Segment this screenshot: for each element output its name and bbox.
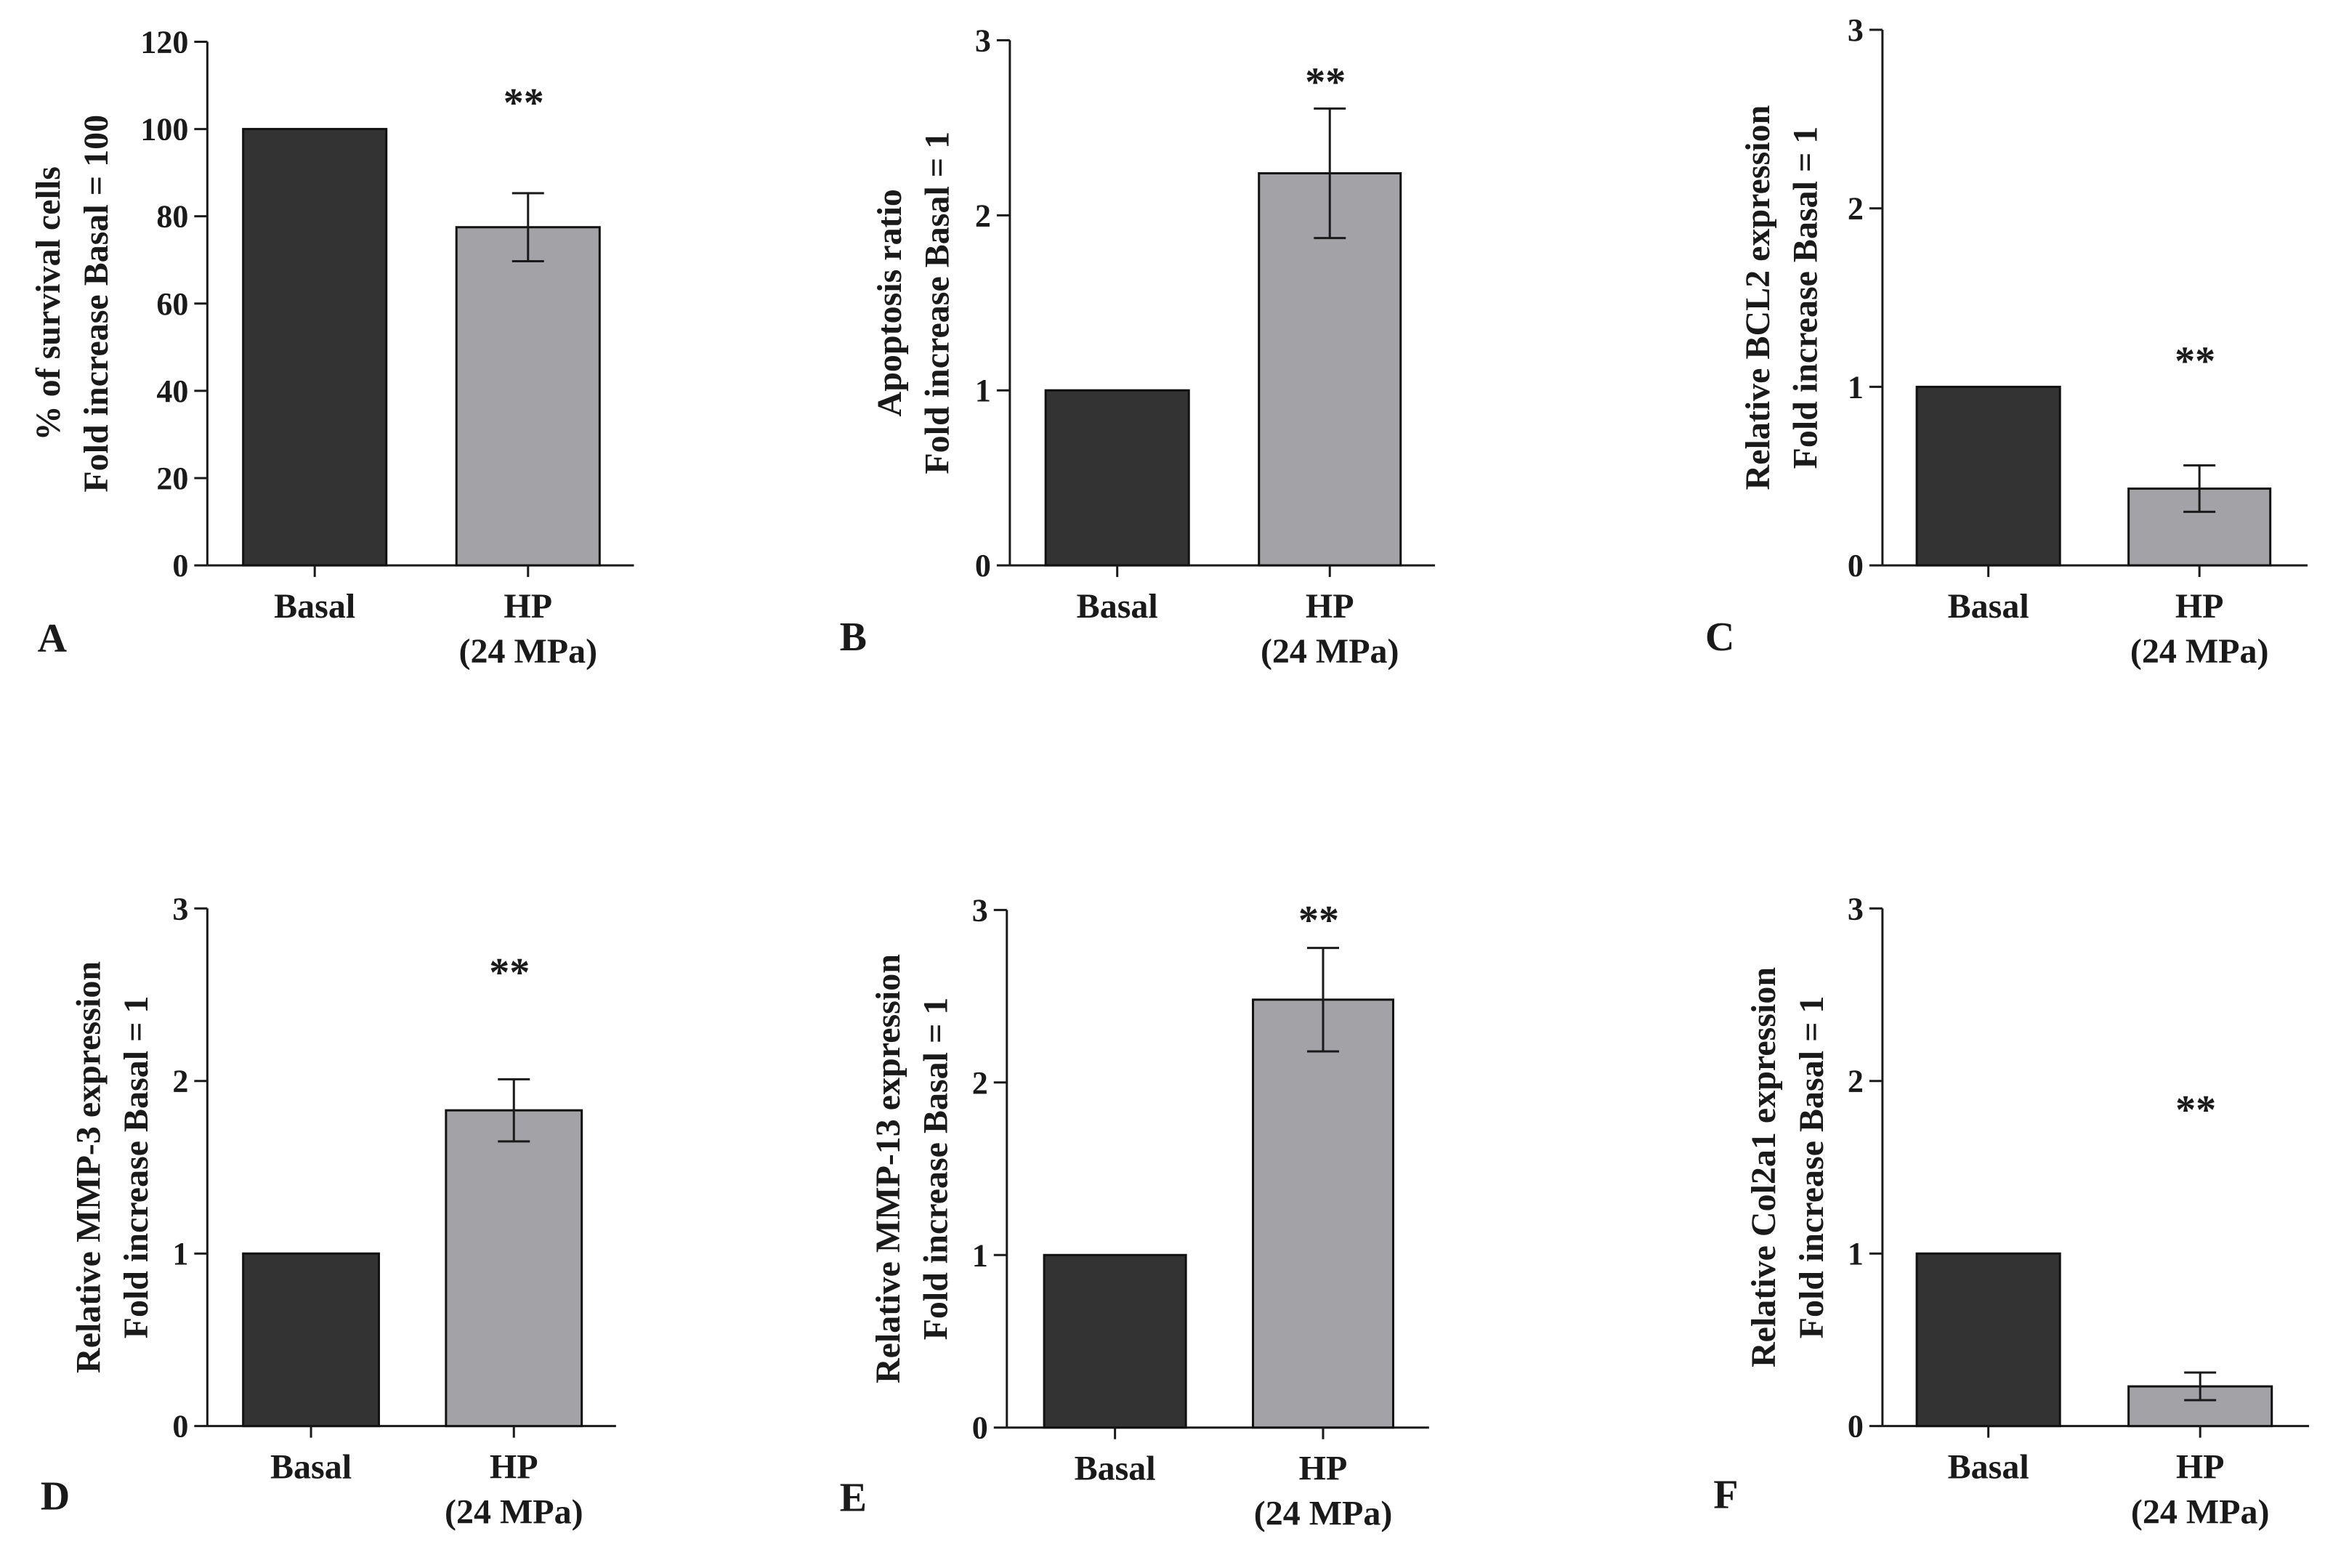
bar-hp — [445, 1109, 583, 1428]
panel-f: 0 1 2 3 Relative Col2a1 expression Fold incre… — [1713, 891, 2310, 1532]
panel-letter: F — [1713, 1473, 1738, 1518]
y-tick-label: 1 — [1848, 369, 1864, 405]
y-axis-label: Apoptosis ratio — [870, 189, 909, 416]
x-tick-label: HP — [1299, 1450, 1348, 1488]
y-tick-label: 1 — [972, 1237, 988, 1273]
y-tick-label: 20 — [156, 461, 188, 496]
bar-hp — [1258, 172, 1402, 567]
x-tick-label: HP — [504, 587, 552, 626]
x-tick-label: (24 MPa) — [1254, 1495, 1393, 1533]
x-tick-label: Basal — [1948, 587, 2029, 626]
y-axis-label: Fold increase Basal = 1 — [117, 996, 155, 1339]
y-tick-label: 2 — [1848, 1064, 1864, 1099]
y-axis-label: Fold increase Basal = 1 — [917, 998, 955, 1341]
panel-a: 0 20 40 60 80 100 120 % of survival cells Fold i… — [29, 24, 634, 671]
panel-letter: C — [1705, 615, 1734, 660]
x-tick-label: (24 MPa) — [2131, 1493, 2270, 1532]
y-tick-label: 2 — [1848, 191, 1864, 227]
bar-basal — [1915, 385, 2061, 567]
panel-b: 0 1 2 3 Apoptosis ratio Fold increase Basal =… — [840, 23, 1435, 671]
y-axis-label: Relative Col2a1 expression — [1744, 967, 1783, 1367]
y-axis-label: Fold increase Basal = 1 — [1792, 996, 1831, 1339]
y-tick-label: 0 — [1848, 548, 1864, 583]
y-tick-label: 3 — [1848, 891, 1864, 926]
y-axis-label: Relative BCL2 expression — [1739, 105, 1777, 490]
bar-hp — [455, 226, 601, 567]
x-tick-label: Basal — [1948, 1448, 2029, 1487]
panel-letter: D — [41, 1474, 70, 1519]
y-tick-label: 3 — [172, 891, 188, 926]
significance-label: ** — [2175, 339, 2215, 384]
y-tick-label: 1 — [172, 1236, 188, 1272]
panel-letter: E — [840, 1476, 867, 1521]
y-tick-label: 3 — [975, 23, 991, 58]
y-tick-label: 0 — [975, 548, 991, 583]
panel-d: 0 1 2 3 Relative MMP-3 expression Fold increa… — [41, 891, 616, 1532]
significance-label: ** — [504, 81, 544, 126]
y-tick-label: 1 — [975, 373, 991, 408]
panel-c: 0 1 2 3 Relative BCL2 expression Fold increas… — [1705, 12, 2308, 671]
y-axis-label: % of survival cells — [29, 166, 68, 440]
bar-basal — [242, 128, 388, 567]
x-tick-label: Basal — [1075, 1450, 1156, 1488]
x-tick-label: HP — [2176, 1448, 2225, 1487]
x-tick-label: (24 MPa) — [458, 632, 597, 671]
y-axis-label: Fold increase Basal = 1 — [1787, 126, 1825, 469]
y-tick-label: 2 — [972, 1065, 988, 1101]
x-tick-label: (24 MPa) — [445, 1493, 583, 1532]
x-tick-label: HP — [2175, 587, 2224, 626]
x-tick-label: Basal — [1077, 587, 1158, 626]
x-tick-label: (24 MPa) — [1261, 632, 1399, 671]
x-tick-label: Basal — [270, 1448, 352, 1487]
y-tick-label: 0 — [172, 1409, 188, 1444]
panel-letter: B — [840, 615, 867, 660]
significance-label: ** — [1305, 60, 1346, 105]
y-tick-label: 1 — [1848, 1236, 1864, 1272]
y-tick-label: 3 — [972, 892, 988, 928]
significance-label: ** — [489, 950, 530, 995]
panel-letter: A — [38, 616, 68, 661]
bar-basal — [1044, 389, 1190, 567]
x-tick-label: HP — [1306, 587, 1354, 626]
y-tick-label: 0 — [172, 548, 188, 583]
panel-e: 0 1 2 3 Relative MMP-13 expression Fold incre… — [840, 892, 1429, 1533]
y-axis-label: Fold increase Basal = 1 — [918, 132, 957, 474]
y-axis-label: Relative MMP-3 expression — [70, 961, 108, 1373]
x-tick-label: Basal — [274, 587, 355, 626]
y-tick-label: 0 — [1848, 1409, 1864, 1444]
y-tick-label: 100 — [140, 112, 188, 147]
y-tick-label: 60 — [156, 286, 188, 322]
y-axis-label: Fold increase Basal = 100 — [77, 115, 116, 493]
y-tick-label: 120 — [140, 24, 188, 60]
y-tick-label: 3 — [1848, 12, 1864, 48]
significance-label: ** — [1298, 898, 1339, 943]
y-axis-label: Relative MMP-13 expression — [869, 954, 907, 1383]
y-tick-label: 0 — [972, 1410, 988, 1446]
y-tick-label: 2 — [172, 1064, 188, 1099]
bar-basal — [1043, 1253, 1187, 1429]
significance-label: ** — [2175, 1088, 2216, 1133]
bar-basal — [1915, 1252, 2061, 1428]
x-tick-label: (24 MPa) — [2130, 632, 2269, 671]
bar-hp — [1252, 998, 1395, 1429]
bar-basal — [242, 1252, 380, 1428]
y-tick-label: 40 — [156, 373, 188, 409]
x-tick-label: HP — [490, 1448, 538, 1487]
y-tick-label: 80 — [156, 199, 188, 235]
y-tick-label: 2 — [975, 198, 991, 233]
